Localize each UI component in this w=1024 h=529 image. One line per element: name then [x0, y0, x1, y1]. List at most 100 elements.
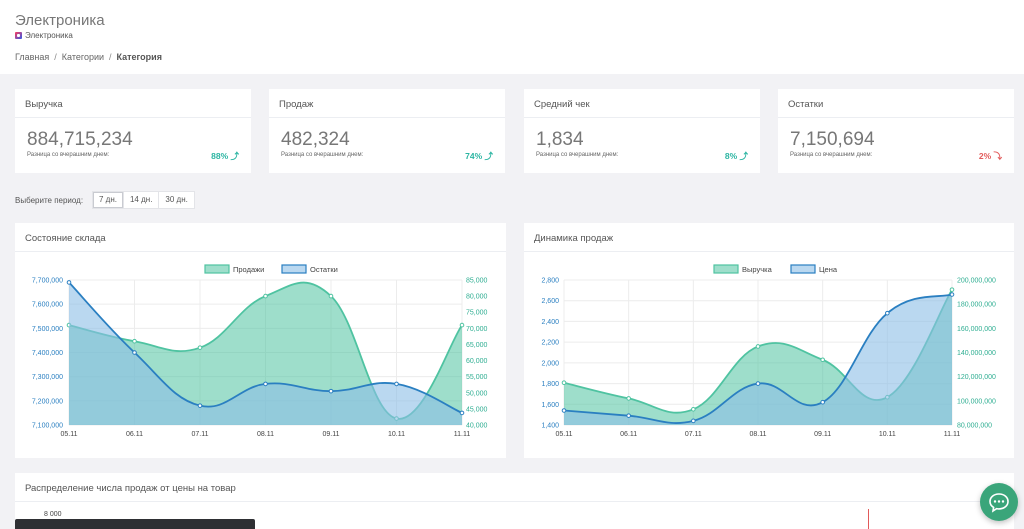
- x-tick-label: 07.11: [685, 431, 702, 438]
- period-30-days-button[interactable]: 30 дн.: [159, 191, 195, 209]
- data-point: [755, 381, 761, 386]
- kpi-caption: Разница со вчерашним днем:: [281, 152, 364, 158]
- kpi-title: Продаж: [279, 99, 314, 110]
- page-title: Электроника: [15, 12, 105, 29]
- data-point: [263, 293, 268, 299]
- y-left-tick-label: 2,400: [541, 319, 559, 326]
- y-left-tick-label: 2,200: [541, 340, 559, 347]
- kpi-change: 74% ⤴: [465, 151, 493, 161]
- breadcrumb-home[interactable]: Главная: [15, 52, 50, 62]
- chart-title: Динамика продаж: [534, 233, 614, 244]
- y-right-tick-label: 75,000: [466, 310, 488, 317]
- kpi-title: Средний чек: [534, 99, 590, 110]
- data-point: [328, 388, 334, 394]
- y-right-tick-label: 45,000: [466, 406, 488, 413]
- data-point: [885, 310, 890, 316]
- data-point: [394, 381, 399, 387]
- x-tick-label: 08.11: [257, 431, 274, 438]
- data-point: [459, 410, 465, 416]
- data-point: [949, 287, 955, 292]
- y-right-tick-label: 70,000: [466, 326, 488, 333]
- period-label: Выберите период:: [15, 196, 84, 205]
- x-tick-label: 10.11: [879, 431, 896, 438]
- store-icon: [15, 32, 22, 39]
- legend-swatch: [281, 264, 307, 274]
- y-left-tick-label: 2,600: [541, 298, 559, 305]
- y-left-tick-label: 1,800: [541, 381, 559, 388]
- kpi-value: 884,715,234: [27, 129, 133, 150]
- data-point: [459, 322, 465, 328]
- y-right-tick-label: 50,000: [466, 390, 488, 397]
- period-14-days-button[interactable]: 14 дн.: [123, 191, 160, 209]
- breadcrumb-separator: /: [54, 52, 57, 62]
- data-point: [820, 399, 825, 405]
- y-left-tick-label: 1,600: [541, 402, 559, 409]
- kpi-card-stock: Остатки 7,150,694 Разница со вчерашним д…: [778, 89, 1014, 173]
- y-right-tick-label: 40,000: [466, 423, 488, 430]
- page-header: Электроника Электроника Главная / Катего…: [0, 0, 1024, 74]
- x-tick-label: 06.11: [620, 431, 637, 438]
- y-left-tick-label: 7,700,000: [32, 278, 63, 285]
- y-tick-label: 8 000: [44, 511, 62, 518]
- x-tick-label: 09.11: [323, 431, 340, 438]
- kpi-card-revenue: Выручка 884,715,234 Разница со вчерашним…: [15, 89, 251, 173]
- legend-swatch: [204, 264, 230, 274]
- card-divider: [524, 251, 1014, 252]
- y-left-tick-label: 7,300,000: [32, 374, 63, 381]
- y-left-tick-label: 1,400: [541, 423, 559, 430]
- legend-label: Остатки: [310, 265, 338, 274]
- x-tick-label: 05.11: [556, 431, 573, 438]
- x-tick-label: 11.11: [454, 431, 471, 438]
- kpi-card-average-check: Средний чек 1,834 Разница со вчерашним д…: [524, 89, 760, 173]
- period-7-days-button[interactable]: 7 дн.: [92, 191, 124, 209]
- legend-label: Выручка: [742, 265, 773, 274]
- period-selector: 7 дн. 14 дн. 30 дн.: [92, 191, 195, 209]
- chart-title: Состояние склада: [25, 233, 106, 244]
- chat-button[interactable]: [980, 483, 1018, 521]
- chat-icon: [989, 493, 1009, 513]
- red-marker-line: [868, 509, 869, 529]
- breadcrumb-separator: /: [109, 52, 112, 62]
- kpi-value: 482,324: [281, 129, 350, 150]
- card-divider: [524, 117, 760, 118]
- y-left-tick-label: 7,100,000: [32, 423, 63, 430]
- series-area: [564, 294, 952, 425]
- y-right-tick-label: 180,000,000: [957, 302, 996, 309]
- y-right-tick-label: 120,000,000: [957, 374, 996, 381]
- sales-dynamics-chart-card: Динамика продаж 1,400 1,600 1,800 2,000 2,20…: [524, 223, 1014, 458]
- legend-swatch: [713, 264, 739, 274]
- kpi-change: 2% ⤵: [978, 151, 1002, 161]
- card-divider: [15, 251, 506, 252]
- data-point: [197, 403, 203, 408]
- y-left-tick-label: 7,500,000: [32, 326, 63, 333]
- x-tick-label: 11.11: [944, 431, 961, 438]
- kpi-value: 7,150,694: [790, 129, 875, 150]
- x-tick-label: 06.11: [126, 431, 143, 438]
- data-point: [626, 413, 631, 418]
- legend-label: Цена: [819, 265, 838, 274]
- y-right-tick-label: 65,000: [466, 342, 488, 349]
- kpi-caption: Разница со вчерашним днем:: [27, 152, 110, 158]
- chart-legend: Выручка Цена: [713, 264, 838, 274]
- breadcrumb-categories[interactable]: Категории: [61, 52, 105, 62]
- y-left-tick-label: 7,600,000: [32, 302, 63, 309]
- data-point: [132, 350, 137, 355]
- y-right-tick-label: 80,000,000: [957, 423, 992, 430]
- store-name: Электроника: [25, 31, 73, 40]
- y-right-tick-label: 160,000,000: [957, 326, 996, 333]
- y-right-tick-label: 85,000: [466, 278, 488, 285]
- y-left-tick-label: 2,000: [541, 360, 559, 367]
- kpi-card-sales: Продаж 482,324 Разница со вчерашним днем…: [269, 89, 505, 173]
- y-right-tick-label: 100,000,000: [957, 398, 996, 405]
- card-divider: [15, 117, 251, 118]
- kpi-caption: Разница со вчерашним днем:: [790, 152, 873, 158]
- x-tick-label: 10.11: [388, 431, 405, 438]
- kpi-value: 1,834: [536, 129, 584, 150]
- data-point: [820, 357, 825, 363]
- y-right-tick-label: 140,000,000: [957, 350, 996, 357]
- data-point: [691, 406, 696, 412]
- card-divider: [778, 117, 1014, 118]
- data-point: [755, 344, 761, 349]
- warehouse-chart: 7,100,000 7,200,000 7,300,000 7,400,000 7,50…: [32, 264, 488, 438]
- y-left-tick-label: 2,800: [541, 278, 559, 285]
